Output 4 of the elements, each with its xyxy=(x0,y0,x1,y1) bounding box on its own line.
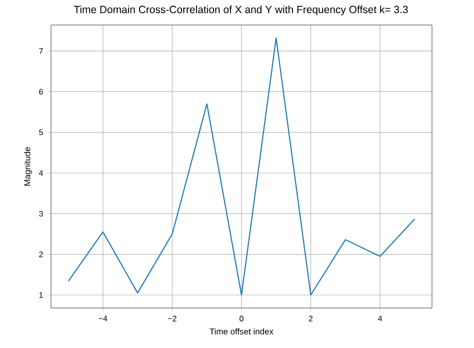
y-axis-title: Magnitude xyxy=(24,147,32,186)
x-axis-title: Time offset index xyxy=(210,328,274,334)
line-series xyxy=(68,37,416,296)
chart-title: Time Domain Cross-Correlation of X and Y with Frequency Offset k= 3.3 xyxy=(74,6,408,16)
